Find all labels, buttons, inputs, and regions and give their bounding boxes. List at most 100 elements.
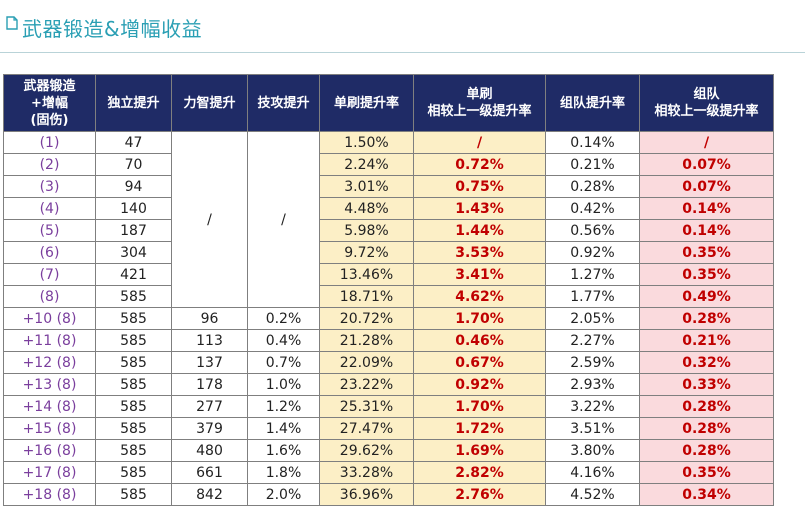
cell-level: +13 (8) <box>3 373 96 396</box>
cell-independent: 585 <box>95 461 172 484</box>
cell-solo-prev: 0.67% <box>413 351 546 374</box>
cell-int-str-merged: / <box>171 131 248 308</box>
table-row: (2) 70 2.24% 0.72% 0.21% 0.07% <box>3 153 774 176</box>
cell-solo-prev: 0.72% <box>413 153 546 176</box>
cell-solo-rate: 1.50% <box>319 131 414 154</box>
cell-independent: 187 <box>95 219 172 242</box>
cell-team-rate: 2.27% <box>545 329 640 352</box>
table-row: +15 (8) 585 379 1.4% 27.47% 1.72% 3.51% 0.28% <box>3 417 774 440</box>
cell-team-rate: 0.14% <box>545 131 640 154</box>
cell-int-str: 178 <box>171 373 248 396</box>
cell-solo-rate: 21.28% <box>319 329 414 352</box>
header-team-prev: 组队 相较上一级提升率 <box>639 74 774 132</box>
cell-level: +15 (8) <box>3 417 96 440</box>
cell-solo-rate: 27.47% <box>319 417 414 440</box>
cell-level: +11 (8) <box>3 329 96 352</box>
header-solo-prev: 单刷 相较上一级提升率 <box>413 74 546 132</box>
forge-amplify-table: 武器锻造 +增幅 (固伤) 独立提升 力智提升 技攻提升 单刷提升率 单刷 相较… <box>3 74 774 506</box>
cell-level: (6) <box>3 241 96 264</box>
cell-solo-prev: 1.44% <box>413 219 546 242</box>
cell-skill-atk: 0.2% <box>247 307 320 330</box>
cell-skill-atk: 2.0% <box>247 483 320 506</box>
cell-team-rate: 0.28% <box>545 175 640 198</box>
header-skill-atk: 技攻提升 <box>247 74 320 132</box>
cell-int-str: 96 <box>171 307 248 330</box>
cell-independent: 585 <box>95 329 172 352</box>
cell-skill-atk-merged: / <box>247 131 320 308</box>
cell-solo-prev: 1.72% <box>413 417 546 440</box>
table-row: (4) 140 4.48% 1.43% 0.42% 0.14% <box>3 197 774 220</box>
cell-independent: 304 <box>95 241 172 264</box>
header-int-str: 力智提升 <box>171 74 248 132</box>
cell-skill-atk: 1.8% <box>247 461 320 484</box>
cell-level: (2) <box>3 153 96 176</box>
cell-solo-rate: 4.48% <box>319 197 414 220</box>
cell-team-rate: 1.77% <box>545 285 640 308</box>
cell-independent: 94 <box>95 175 172 198</box>
cell-independent: 47 <box>95 131 172 154</box>
cell-level: +17 (8) <box>3 461 96 484</box>
cell-solo-rate: 25.31% <box>319 395 414 418</box>
cell-independent: 421 <box>95 263 172 286</box>
cell-solo-rate: 22.09% <box>319 351 414 374</box>
cell-skill-atk: 1.6% <box>247 439 320 462</box>
page-title: 武器锻造&增幅收益 <box>22 16 203 41</box>
cell-team-rate: 3.80% <box>545 439 640 462</box>
cell-level: +14 (8) <box>3 395 96 418</box>
cell-team-prev: 0.07% <box>639 153 774 176</box>
cell-skill-atk: 1.4% <box>247 417 320 440</box>
cell-team-prev: 0.35% <box>639 461 774 484</box>
cell-skill-atk: 0.7% <box>247 351 320 374</box>
cell-independent: 585 <box>95 483 172 506</box>
cell-solo-rate: 9.72% <box>319 241 414 264</box>
cell-solo-rate: 18.71% <box>319 285 414 308</box>
cell-level: (7) <box>3 263 96 286</box>
cell-solo-rate: 2.24% <box>319 153 414 176</box>
cell-level: (4) <box>3 197 96 220</box>
cell-team-rate: 2.93% <box>545 373 640 396</box>
cell-solo-prev: 1.69% <box>413 439 546 462</box>
cell-solo-rate: 23.22% <box>319 373 414 396</box>
cell-independent: 585 <box>95 395 172 418</box>
cell-team-rate: 3.22% <box>545 395 640 418</box>
cell-level: (8) <box>3 285 96 308</box>
cell-solo-prev: 3.41% <box>413 263 546 286</box>
cell-int-str: 113 <box>171 329 248 352</box>
cell-team-rate: 4.16% <box>545 461 640 484</box>
table-row: (1) 47//1.50%/0.14% / <box>3 131 774 308</box>
cell-solo-prev: 2.76% <box>413 483 546 506</box>
cell-team-prev: 0.28% <box>639 395 774 418</box>
table-row: +10 (8) 585 96 0.2% 20.72% 1.70% 2.05% 0.28% <box>3 307 774 330</box>
cell-independent: 585 <box>95 285 172 308</box>
cell-int-str: 277 <box>171 395 248 418</box>
cell-int-str: 842 <box>171 483 248 506</box>
cell-team-prev: 0.14% <box>639 197 774 220</box>
cell-team-prev: 0.34% <box>639 483 774 506</box>
header-level: 武器锻造 +增幅 (固伤) <box>3 74 96 132</box>
cell-team-rate: 2.05% <box>545 307 640 330</box>
cell-independent: 585 <box>95 439 172 462</box>
cell-team-prev: 0.21% <box>639 329 774 352</box>
cell-team-prev: 0.35% <box>639 263 774 286</box>
cell-solo-prev: / <box>413 131 546 154</box>
table-header-row: 武器锻造 +增幅 (固伤) 独立提升 力智提升 技攻提升 单刷提升率 单刷 相较… <box>3 74 774 132</box>
cell-skill-atk: 1.2% <box>247 395 320 418</box>
table-row: (5) 187 5.98% 1.44% 0.56% 0.14% <box>3 219 774 242</box>
cell-team-prev: 0.35% <box>639 241 774 264</box>
cell-int-str: 379 <box>171 417 248 440</box>
cell-solo-rate: 36.96% <box>319 483 414 506</box>
table-row: (6) 304 9.72% 3.53% 0.92% 0.35% <box>3 241 774 264</box>
table-row: +14 (8) 585 277 1.2% 25.31% 1.70% 3.22% 0.28% <box>3 395 774 418</box>
table-row: +16 (8) 585 480 1.6% 29.62% 1.69% 3.80% 0.28% <box>3 439 774 462</box>
table-body: (1) 47//1.50%/0.14% / (2) 70 2.24% 0.72% 0.21% 0… <box>3 131 774 506</box>
cell-team-prev: 0.33% <box>639 373 774 396</box>
cell-level: +10 (8) <box>3 307 96 330</box>
cell-solo-prev: 0.46% <box>413 329 546 352</box>
cell-team-rate: 1.27% <box>545 263 640 286</box>
cell-solo-prev: 1.70% <box>413 395 546 418</box>
table-row: +17 (8) 585 661 1.8% 33.28% 2.82% 4.16% 0.35% <box>3 461 774 484</box>
header-divider <box>0 52 805 53</box>
cell-solo-prev: 0.75% <box>413 175 546 198</box>
cell-team-rate: 0.42% <box>545 197 640 220</box>
cell-independent: 140 <box>95 197 172 220</box>
